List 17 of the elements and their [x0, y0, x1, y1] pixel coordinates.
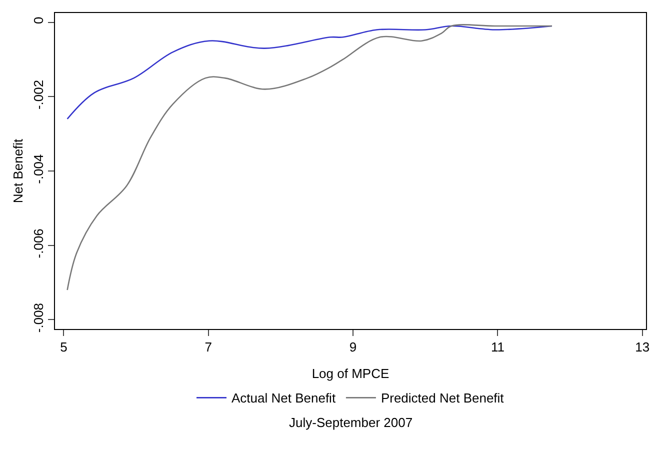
line-series — [66, 24, 553, 291]
y-axis-title: Net Benefit — [10, 138, 26, 204]
legend-label: Actual Net Benefit — [232, 390, 336, 406]
x-axis-title: Log of MPCE — [312, 366, 390, 382]
y-tick-label: -.006 — [30, 228, 46, 258]
x-tick-label: 7 — [204, 340, 212, 355]
y-tick-label: 0 — [30, 16, 46, 24]
line-series — [66, 25, 553, 120]
x-tick-label: 13 — [635, 340, 650, 355]
x-tick-label: 11 — [490, 340, 504, 355]
legend-label: Predicted Net Benefit — [380, 390, 504, 406]
x-tick-label: 5 — [60, 340, 68, 355]
y-tick-label: -.004 — [30, 154, 46, 184]
text: July-September 2007 — [289, 415, 413, 430]
y-tick-label: -.008 — [30, 302, 46, 333]
y-tick-label: -.002 — [30, 80, 46, 110]
x-tick-label: 9 — [349, 340, 357, 355]
